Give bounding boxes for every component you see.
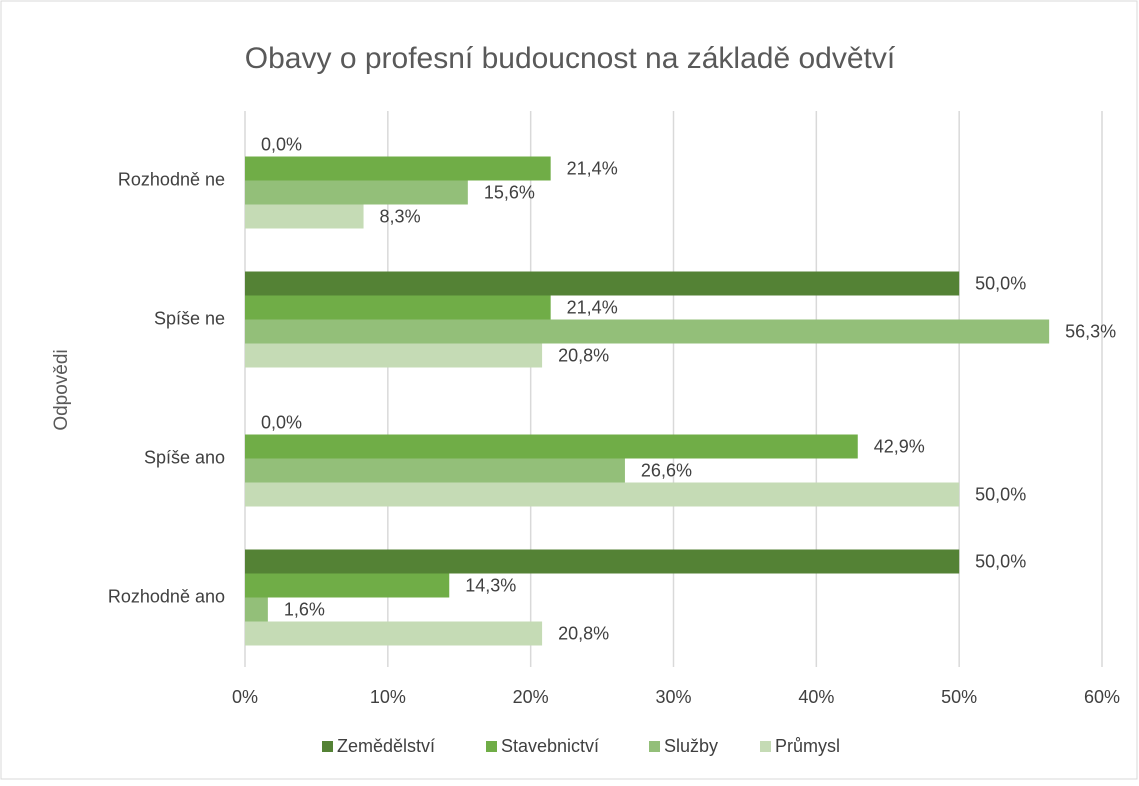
legend-swatch <box>322 741 333 752</box>
y-tick-label: Spíše ano <box>144 447 225 467</box>
value-label: 20,8% <box>558 345 609 365</box>
x-tick-label: 10% <box>370 687 406 707</box>
legend-swatch <box>760 741 771 752</box>
bar <box>245 271 960 296</box>
legend-label: Zemědělství <box>337 736 435 756</box>
value-label: 26,6% <box>641 460 692 480</box>
x-tick-label: 30% <box>655 687 691 707</box>
value-label: 42,9% <box>874 436 925 456</box>
bar <box>245 597 268 622</box>
value-label: 15,6% <box>484 182 535 202</box>
bar <box>245 434 858 459</box>
legend-label: Služby <box>664 736 718 756</box>
bar <box>245 458 625 483</box>
y-tick-label: Rozhodně ano <box>108 586 225 606</box>
bar <box>245 343 543 368</box>
value-label: 0,0% <box>261 134 302 154</box>
bar <box>245 180 468 205</box>
x-tick-label: 0% <box>232 687 258 707</box>
value-label: 8,3% <box>380 206 421 226</box>
bar <box>245 204 364 229</box>
bar <box>245 156 551 181</box>
bar <box>245 549 960 574</box>
value-label: 50,0% <box>975 484 1026 504</box>
bar <box>245 295 551 320</box>
value-label: 14,3% <box>465 575 516 595</box>
x-tick-label: 50% <box>941 687 977 707</box>
y-axis-label: Odpovědi <box>51 349 72 430</box>
chart-title: Obavy o profesní budoucnost na základě o… <box>245 42 896 75</box>
value-label: 1,6% <box>284 599 325 619</box>
legend-label: Stavebnictví <box>501 736 599 756</box>
legend-label: Průmysl <box>775 736 840 756</box>
y-tick-label: Rozhodně ne <box>118 169 225 189</box>
legend-swatch <box>486 741 497 752</box>
x-tick-label: 60% <box>1084 687 1120 707</box>
legend-swatch <box>649 741 660 752</box>
value-label: 56,3% <box>1065 321 1116 341</box>
value-label: 21,4% <box>567 158 618 178</box>
bar <box>245 573 450 598</box>
bar <box>245 319 1050 344</box>
x-tick-label: 20% <box>513 687 549 707</box>
value-label: 50,0% <box>975 551 1026 571</box>
x-tick-label: 40% <box>798 687 834 707</box>
bar <box>245 482 960 507</box>
value-label: 21,4% <box>567 297 618 317</box>
value-label: 20,8% <box>558 623 609 643</box>
bar <box>245 621 543 646</box>
value-label: 50,0% <box>975 273 1026 293</box>
value-label: 0,0% <box>261 412 302 432</box>
y-tick-label: Spíše ne <box>154 308 225 328</box>
